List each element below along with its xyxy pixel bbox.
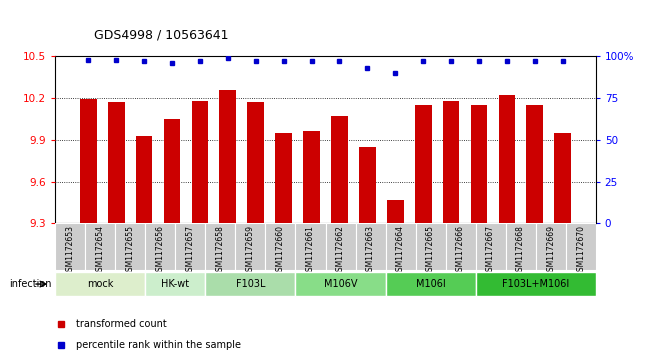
Text: GSM1172665: GSM1172665 — [426, 225, 435, 276]
Text: F103L+M106I: F103L+M106I — [502, 279, 569, 289]
Bar — [135, 136, 152, 223]
Text: GSM1172655: GSM1172655 — [126, 225, 135, 276]
Bar — [80, 99, 96, 223]
Bar — [326, 223, 355, 270]
Text: infection: infection — [10, 279, 52, 289]
Bar — [145, 223, 175, 270]
Text: HK-wt: HK-wt — [161, 279, 189, 289]
Bar — [331, 116, 348, 223]
Bar — [471, 105, 488, 223]
Bar — [555, 133, 571, 223]
Bar — [163, 119, 180, 223]
Bar — [145, 272, 206, 296]
Bar — [115, 223, 145, 270]
Text: transformed count: transformed count — [76, 319, 167, 329]
Text: M106V: M106V — [324, 279, 357, 289]
Text: GSM1172668: GSM1172668 — [516, 225, 525, 276]
Bar — [206, 272, 296, 296]
Text: GSM1172667: GSM1172667 — [486, 225, 495, 276]
Text: GSM1172654: GSM1172654 — [96, 225, 105, 276]
Text: GSM1172660: GSM1172660 — [276, 225, 285, 276]
Text: GSM1172659: GSM1172659 — [246, 225, 255, 276]
Bar — [499, 95, 516, 223]
Text: GSM1172653: GSM1172653 — [66, 225, 75, 276]
Bar — [236, 223, 266, 270]
Bar — [296, 223, 326, 270]
Bar — [445, 223, 476, 270]
Bar — [55, 272, 145, 296]
Text: GSM1172658: GSM1172658 — [216, 225, 225, 276]
Bar — [443, 101, 460, 223]
Bar — [247, 102, 264, 223]
Bar — [385, 223, 415, 270]
Bar — [85, 223, 115, 270]
Bar — [385, 272, 476, 296]
Text: GSM1172661: GSM1172661 — [306, 225, 315, 276]
Text: GSM1172664: GSM1172664 — [396, 225, 405, 276]
Bar — [355, 223, 385, 270]
Text: GSM1172663: GSM1172663 — [366, 225, 375, 276]
Text: GSM1172656: GSM1172656 — [156, 225, 165, 276]
Bar — [219, 90, 236, 223]
Bar — [415, 105, 432, 223]
Bar — [359, 147, 376, 223]
Text: percentile rank within the sample: percentile rank within the sample — [76, 340, 241, 350]
Text: GSM1172666: GSM1172666 — [456, 225, 465, 276]
Bar — [266, 223, 296, 270]
Bar — [191, 101, 208, 223]
Text: M106I: M106I — [416, 279, 445, 289]
Bar — [303, 131, 320, 223]
Text: mock: mock — [87, 279, 113, 289]
Bar — [108, 102, 124, 223]
Bar — [206, 223, 236, 270]
Text: GSM1172657: GSM1172657 — [186, 225, 195, 276]
Text: GDS4998 / 10563641: GDS4998 / 10563641 — [94, 29, 229, 42]
Bar — [527, 105, 543, 223]
Bar — [476, 272, 596, 296]
Bar — [175, 223, 206, 270]
Text: GSM1172670: GSM1172670 — [576, 225, 585, 276]
Bar — [476, 223, 506, 270]
Bar — [415, 223, 445, 270]
Text: GSM1172662: GSM1172662 — [336, 225, 345, 276]
Text: F103L: F103L — [236, 279, 265, 289]
Bar — [296, 272, 385, 296]
Text: GSM1172669: GSM1172669 — [546, 225, 555, 276]
Bar — [566, 223, 596, 270]
Bar — [275, 133, 292, 223]
Bar — [387, 200, 404, 223]
Bar — [506, 223, 536, 270]
Bar — [55, 223, 85, 270]
Bar — [536, 223, 566, 270]
